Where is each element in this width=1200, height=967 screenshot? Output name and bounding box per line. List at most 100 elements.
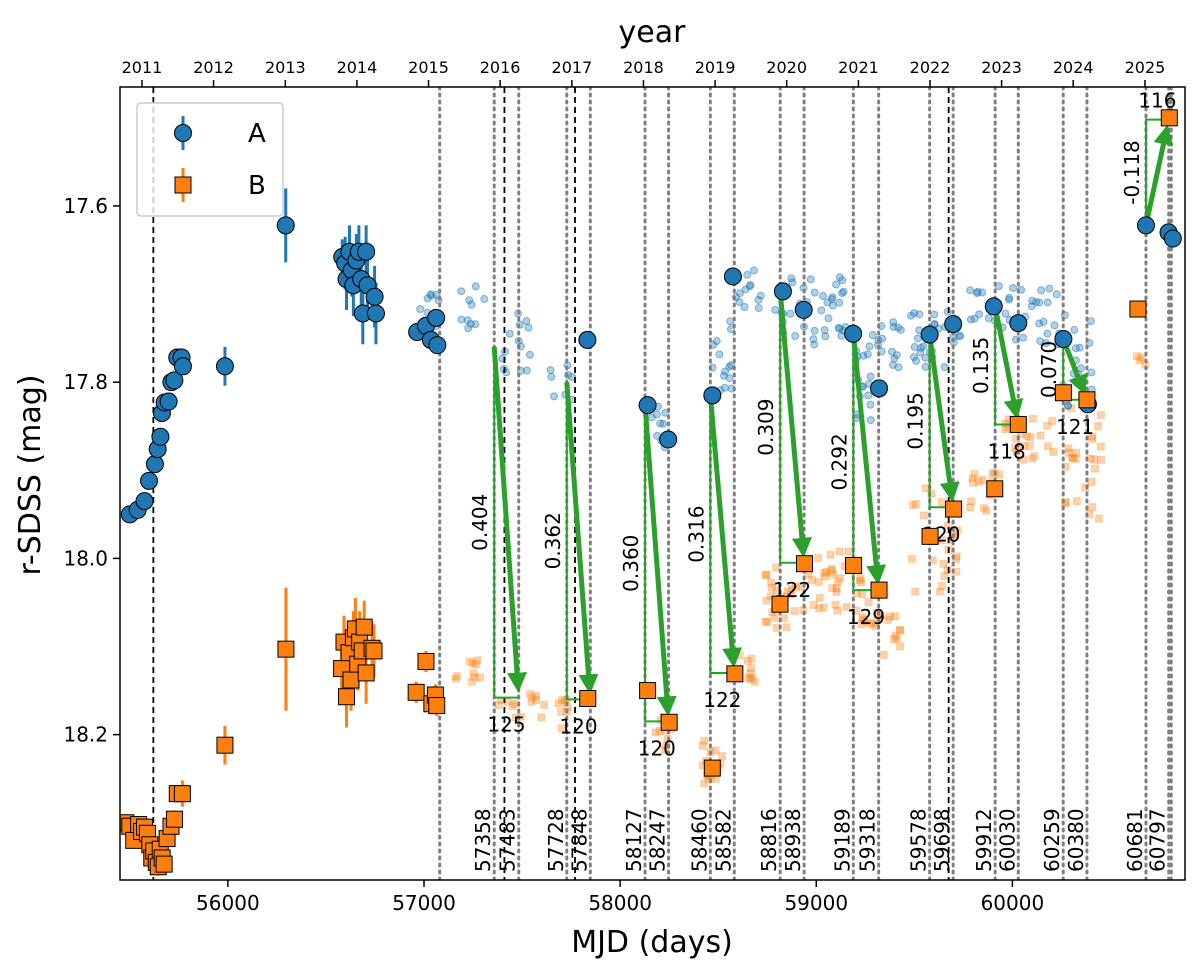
background-point-a <box>743 270 752 279</box>
background-point-b <box>884 615 893 624</box>
top-tick-label: 2012 <box>193 58 234 77</box>
background-point-b <box>857 578 866 587</box>
background-point-a <box>546 366 555 375</box>
background-point-b <box>827 566 836 575</box>
magnitude-shift-label: 0.316 <box>684 506 708 563</box>
background-point-b <box>1028 454 1037 463</box>
background-point-b <box>939 559 948 568</box>
data-point-a <box>140 471 159 490</box>
background-point-b <box>787 585 796 594</box>
data-point-a <box>173 357 192 376</box>
data-point-b <box>1160 109 1178 127</box>
background-point-b <box>783 587 792 596</box>
magnitude-shift-label: 0.195 <box>904 392 928 449</box>
background-point-b <box>896 642 905 651</box>
plot-frame <box>119 86 1186 881</box>
background-point-b <box>814 577 823 586</box>
background-point-b <box>967 497 976 506</box>
background-point-b <box>876 611 885 620</box>
delay-arrow <box>777 291 812 558</box>
data-point-a <box>870 379 889 398</box>
background-point-b <box>858 613 867 622</box>
data-point-a <box>794 300 813 319</box>
top-tick-label: 2024 <box>1053 58 1094 77</box>
data-point-a <box>145 455 164 474</box>
background-point-a <box>471 282 480 291</box>
background-point-b <box>872 608 881 617</box>
background-point-a <box>810 326 819 335</box>
background-point-b <box>1022 432 1031 441</box>
background-point-b <box>1043 442 1052 451</box>
background-point-a <box>416 304 425 313</box>
epoch-label: 60030 <box>995 808 1019 872</box>
background-point-b <box>761 617 770 626</box>
background-point-a <box>866 372 875 381</box>
magnitude-shift-label: 0.360 <box>619 535 643 592</box>
background-point-b <box>1026 433 1035 442</box>
background-point-b <box>1030 452 1039 461</box>
background-point-b <box>556 707 565 716</box>
background-point-b <box>767 583 776 592</box>
background-point-a <box>1064 401 1073 410</box>
time-delay-label: 120 <box>638 736 676 760</box>
background-point-b <box>891 631 900 640</box>
delay-arrow <box>1143 124 1174 226</box>
background-point-a <box>915 310 924 319</box>
background-point-a <box>754 295 763 304</box>
time-delay-label: 116 <box>1138 89 1176 113</box>
background-point-b <box>762 596 771 605</box>
background-point-b <box>808 576 817 585</box>
background-point-b <box>561 698 570 707</box>
background-point-a <box>921 362 930 371</box>
background-point-b <box>815 593 824 602</box>
data-point-b <box>417 652 435 670</box>
data-point-b <box>870 581 888 599</box>
top-tick-label: 2022 <box>910 58 951 77</box>
data-point-a <box>366 304 385 323</box>
background-point-a <box>1037 286 1046 295</box>
epoch-label: 60380 <box>1064 808 1088 872</box>
background-point-b <box>747 654 756 663</box>
legend-marker-b <box>174 176 192 194</box>
background-point-a <box>547 372 556 381</box>
background-point-a <box>647 413 656 422</box>
background-point-b <box>865 618 874 627</box>
background-point-a <box>726 317 735 326</box>
delay-bracket <box>709 395 735 674</box>
data-point-a <box>428 336 447 355</box>
background-point-a <box>457 315 466 324</box>
y-tick-label: 18.2 <box>63 723 108 747</box>
background-point-a <box>892 351 901 360</box>
data-point-b <box>771 595 789 613</box>
delay-arrow <box>707 395 743 668</box>
top-tick-label: 2018 <box>623 58 664 77</box>
magnitude-shift-label: 0.309 <box>754 398 778 455</box>
x-tick-label: 59000 <box>784 891 848 915</box>
delay-bracket <box>493 346 519 699</box>
background-point-a <box>835 298 844 307</box>
background-point-a <box>1087 368 1096 377</box>
background-point-b <box>525 689 534 698</box>
background-point-b <box>892 634 901 643</box>
background-point-a <box>834 323 843 332</box>
background-point-b <box>763 617 772 626</box>
background-point-b <box>879 650 888 659</box>
legend-label-b: B <box>248 171 266 201</box>
background-point-b <box>968 478 977 487</box>
background-point-a <box>1070 325 1079 334</box>
data-point-b <box>1078 391 1096 409</box>
background-point-b <box>700 779 709 788</box>
y-tick-label: 18.0 <box>63 546 108 570</box>
background-point-b <box>968 474 977 483</box>
data-point-b <box>703 759 721 777</box>
background-point-b <box>891 612 900 621</box>
background-point-b <box>835 547 844 556</box>
background-point-b <box>718 752 727 761</box>
background-point-b <box>822 568 831 577</box>
data-point-a <box>638 396 657 415</box>
background-point-b <box>1071 454 1080 463</box>
background-point-a <box>824 314 833 323</box>
background-point-b <box>836 574 845 583</box>
background-point-b <box>761 571 770 580</box>
background-point-b <box>1036 431 1045 440</box>
